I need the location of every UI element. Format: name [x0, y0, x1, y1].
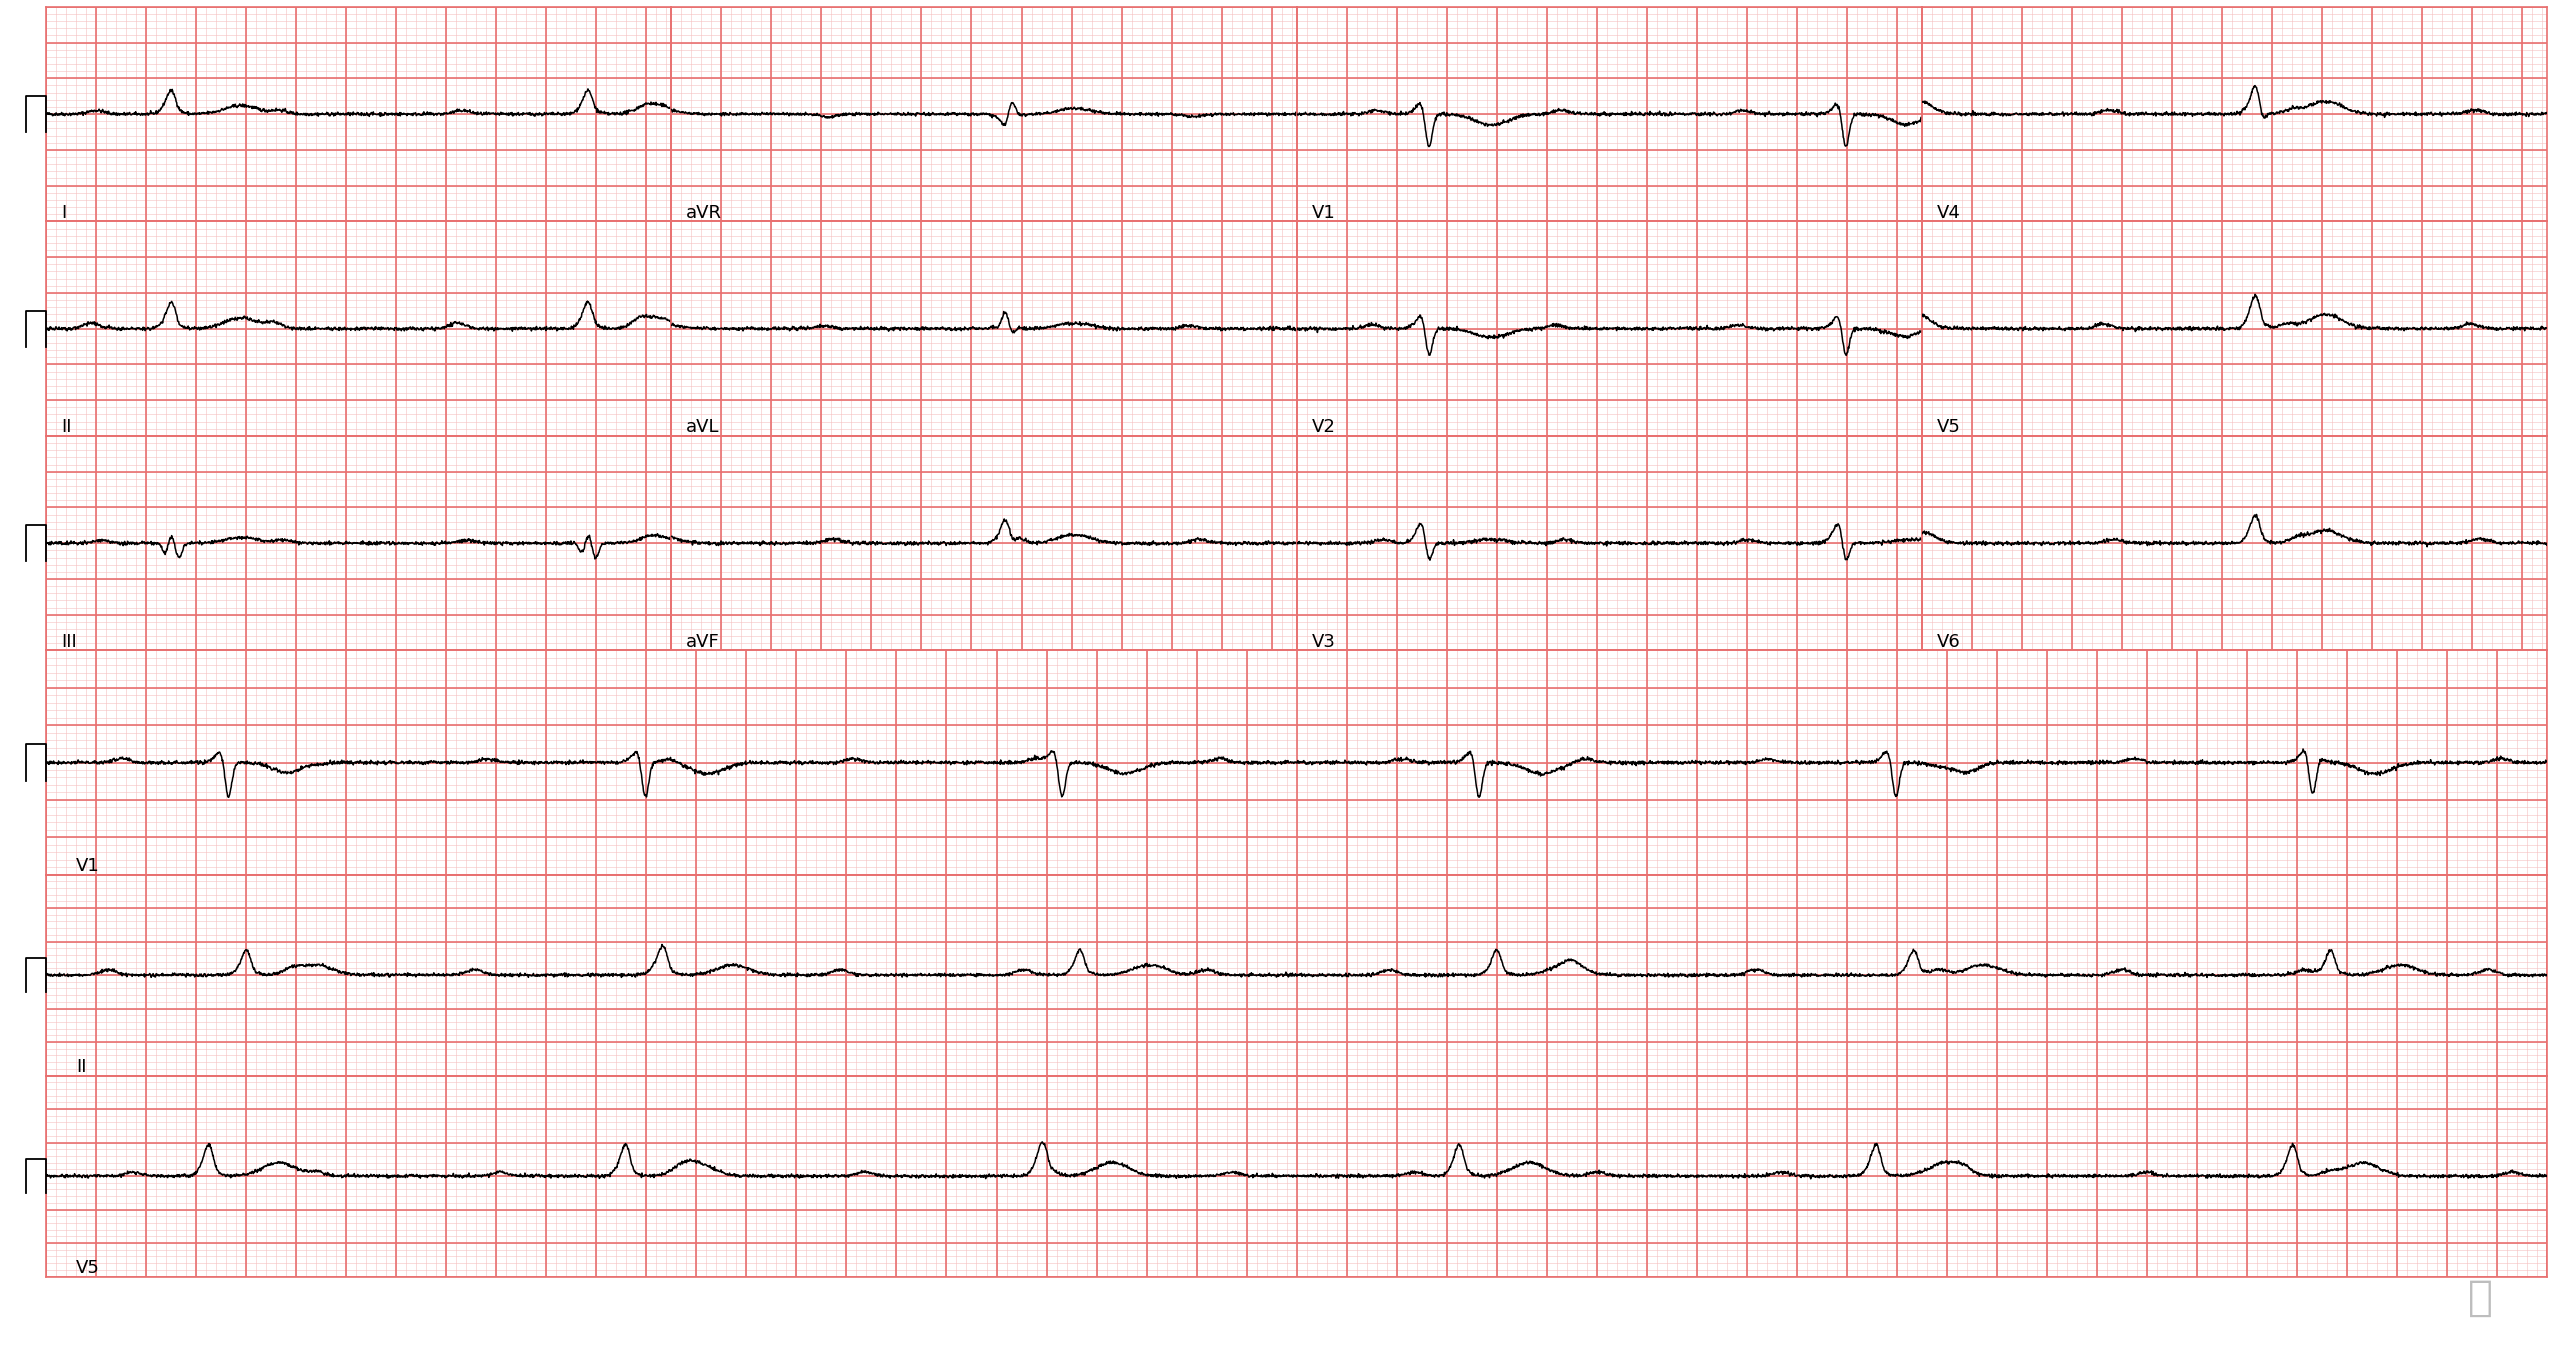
Text: aVR: aVR [686, 204, 722, 221]
Text: V1: V1 [1311, 204, 1336, 221]
Text: V5: V5 [1938, 418, 1961, 436]
Text: aVF: aVF [686, 633, 719, 650]
Text: I: I [61, 204, 67, 221]
Text: V4: V4 [1938, 204, 1961, 221]
Text: 🐂: 🐂 [2468, 1278, 2493, 1319]
Text: V3: V3 [1311, 633, 1336, 650]
Text: aVL: aVL [686, 418, 719, 436]
Text: III: III [61, 633, 77, 650]
Text: V2: V2 [1311, 418, 1336, 436]
Text: V6: V6 [1938, 633, 1961, 650]
Text: II: II [61, 418, 72, 436]
Text: II: II [77, 1058, 87, 1076]
Text: V1: V1 [77, 857, 100, 875]
Text: V5: V5 [77, 1259, 100, 1277]
